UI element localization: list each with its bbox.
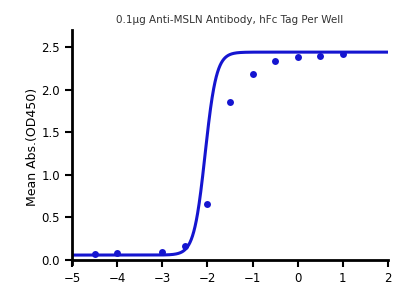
Y-axis label: Mean Abs.(OD450): Mean Abs.(OD450) (26, 88, 39, 206)
Title: 0.1μg Anti-MSLN Antibody, hFc Tag Per Well: 0.1μg Anti-MSLN Antibody, hFc Tag Per We… (116, 15, 344, 25)
